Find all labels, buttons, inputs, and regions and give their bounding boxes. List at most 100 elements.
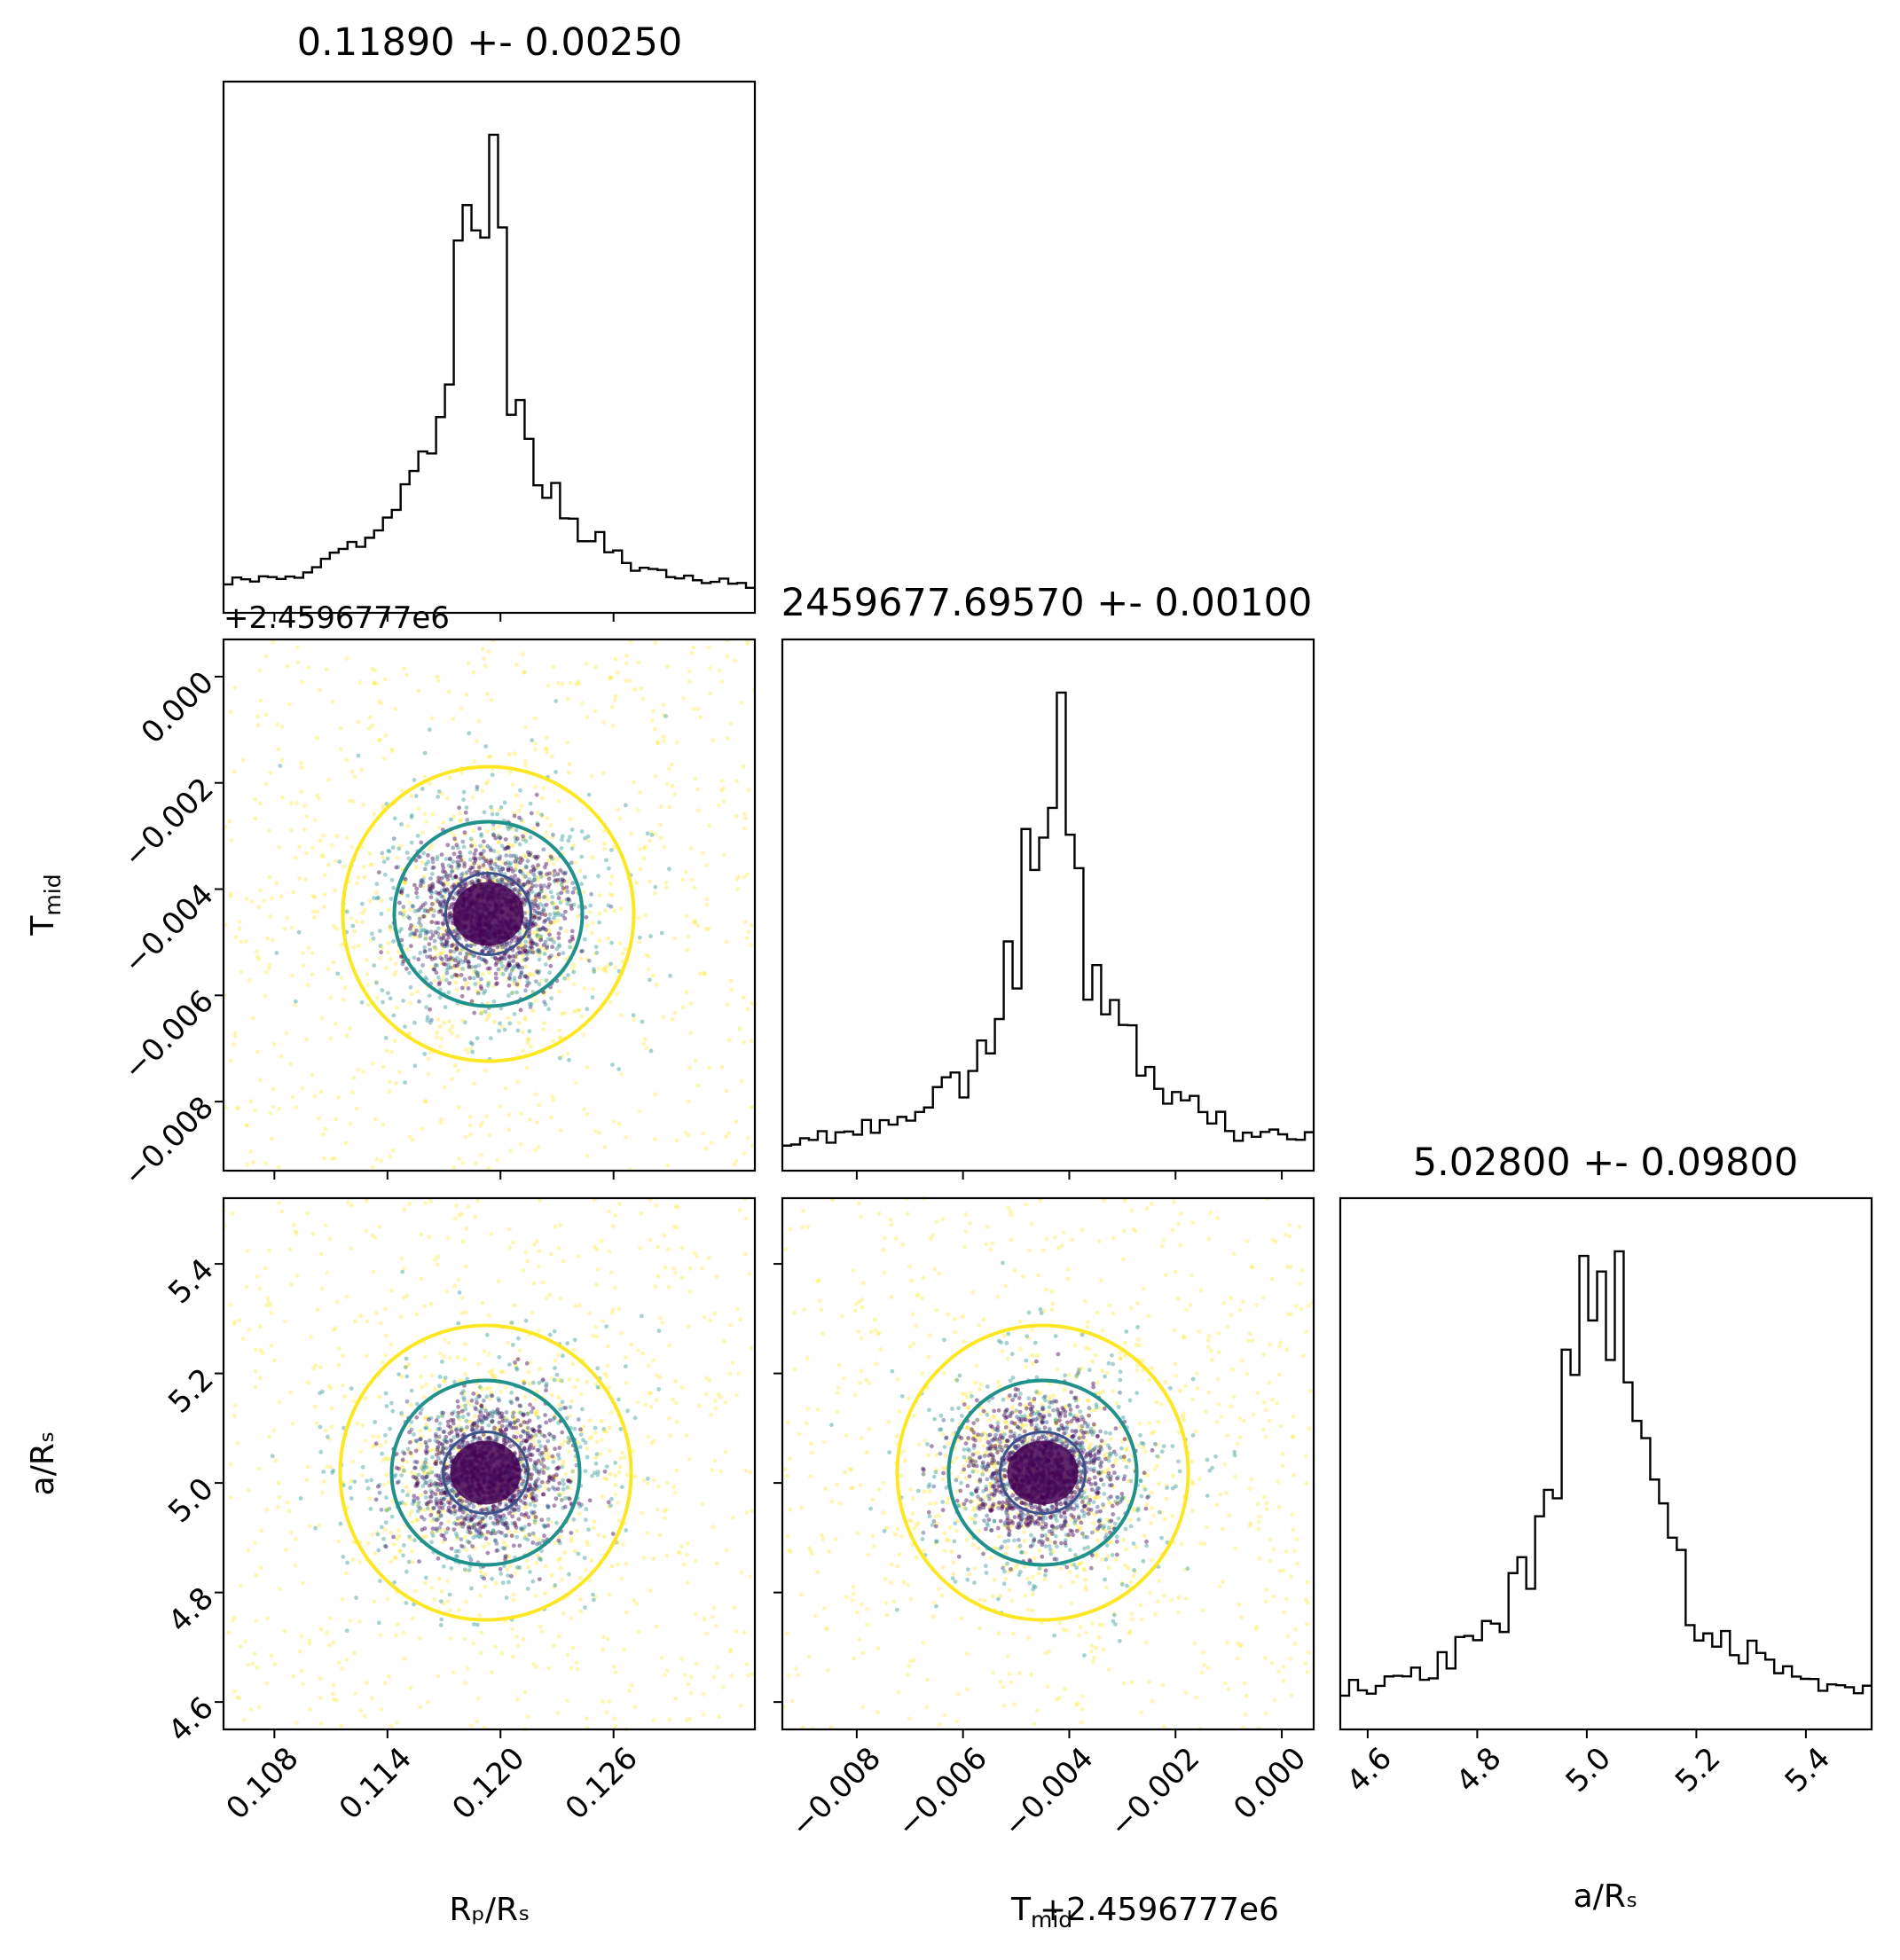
- scatter-point: [617, 1202, 622, 1206]
- scatter-point: [417, 916, 422, 921]
- scatter-point: [693, 1558, 698, 1564]
- hist-rp-title: 0.11890 +- 0.00250: [297, 20, 683, 65]
- scatter-point: [436, 1436, 442, 1440]
- scatter-point: [515, 890, 521, 895]
- scatter-point: [533, 854, 538, 859]
- scatter-point: [410, 930, 414, 936]
- scatter-point: [349, 1203, 354, 1208]
- scatter-point: [571, 1517, 577, 1522]
- scatter-point: [555, 911, 561, 915]
- scatter-point: [640, 1019, 645, 1024]
- scatter-point: [556, 798, 561, 804]
- scatter-point: [571, 969, 577, 975]
- scatter-point: [523, 916, 529, 921]
- scatter-point: [539, 1454, 545, 1460]
- scatter-point: [585, 1446, 590, 1451]
- scatter-point: [483, 1068, 488, 1073]
- scatter-point: [453, 874, 459, 880]
- scatter-point: [479, 1387, 484, 1392]
- scatter-point: [459, 1296, 465, 1300]
- scatter-point: [534, 1665, 538, 1670]
- scatter-point: [535, 933, 540, 937]
- scatter-point: [546, 1439, 551, 1444]
- scatter-point: [480, 874, 485, 879]
- scatter-point: [505, 977, 510, 982]
- scatter-point: [431, 1517, 436, 1522]
- scatter-point: [499, 869, 504, 874]
- scatter-point: [412, 1538, 417, 1543]
- scatter-point: [528, 948, 533, 953]
- scatter-point: [523, 964, 529, 969]
- scatter-point: [558, 1128, 563, 1133]
- scatter-point: [463, 1516, 467, 1521]
- scatter-point: [444, 1439, 449, 1444]
- scatter-point: [436, 875, 441, 881]
- scatter-point: [536, 863, 540, 867]
- scatter-point: [383, 1433, 388, 1438]
- scatter-point: [430, 866, 436, 871]
- scatter-point: [289, 1282, 294, 1287]
- scatter-point: [633, 1474, 638, 1479]
- scatter-point: [396, 949, 401, 954]
- scatter-point: [587, 1436, 593, 1441]
- scatter-point: [669, 762, 674, 767]
- scatter-point: [272, 1358, 277, 1363]
- scatter-point: [554, 1496, 559, 1501]
- scatter-point: [494, 960, 499, 965]
- scatter-point: [601, 1635, 606, 1640]
- scatter-point: [415, 989, 420, 994]
- scatter-point: [565, 1485, 570, 1490]
- scatter-point: [616, 670, 620, 675]
- scatter-point: [392, 972, 396, 977]
- scatter-point: [555, 680, 561, 686]
- scatter-point: [356, 944, 361, 948]
- scatter-point: [290, 973, 294, 978]
- scatter-point: [554, 954, 560, 959]
- scatter-point: [441, 1540, 445, 1545]
- scatter-point: [511, 843, 515, 848]
- scatter-point: [552, 906, 557, 911]
- scatter-point: [526, 1515, 531, 1520]
- scatter-point: [331, 1468, 336, 1473]
- scatter-point: [435, 1030, 439, 1035]
- scatter-point: [506, 842, 511, 847]
- scatter-point: [352, 774, 357, 779]
- scatter-point: [663, 1265, 668, 1270]
- scatter-point: [519, 1482, 524, 1486]
- scatter-point: [283, 1319, 287, 1324]
- scatter-point: [429, 1510, 435, 1516]
- scatter-point: [450, 1077, 454, 1082]
- scatter-point: [531, 898, 536, 903]
- scatter-point: [401, 907, 405, 913]
- scatter-point: [422, 1051, 428, 1056]
- scatter-point: [560, 1399, 565, 1405]
- scatter-point: [301, 1682, 305, 1687]
- scatter-point: [420, 883, 426, 889]
- scatter-point: [646, 1434, 651, 1439]
- scatter-point: [523, 864, 529, 869]
- scatter-point: [420, 830, 426, 835]
- scatter-point: [636, 807, 640, 812]
- scatter-point: [474, 1161, 479, 1166]
- scatter-point: [473, 968, 478, 974]
- scatter-point: [387, 1506, 392, 1511]
- scatter-point: [548, 920, 554, 925]
- scatter-point: [420, 963, 425, 968]
- scatter-point: [438, 1449, 444, 1454]
- scatter-point: [367, 1496, 373, 1501]
- scatter-point: [459, 1408, 465, 1414]
- scatter-point: [313, 1404, 318, 1409]
- scatter-point: [563, 1406, 568, 1410]
- scatter-point: [552, 873, 557, 878]
- scatter-point: [476, 1394, 481, 1399]
- scatter-point: [506, 962, 512, 968]
- scatter-point: [632, 1017, 637, 1022]
- scatter-point: [556, 936, 561, 940]
- scatter-point: [497, 807, 502, 812]
- scatter-point: [224, 922, 228, 927]
- scatter-point: [608, 675, 614, 680]
- scatter-point: [498, 959, 502, 964]
- scatter-point: [560, 877, 565, 882]
- scatter-point: [632, 1598, 637, 1603]
- scatter-point: [535, 822, 540, 827]
